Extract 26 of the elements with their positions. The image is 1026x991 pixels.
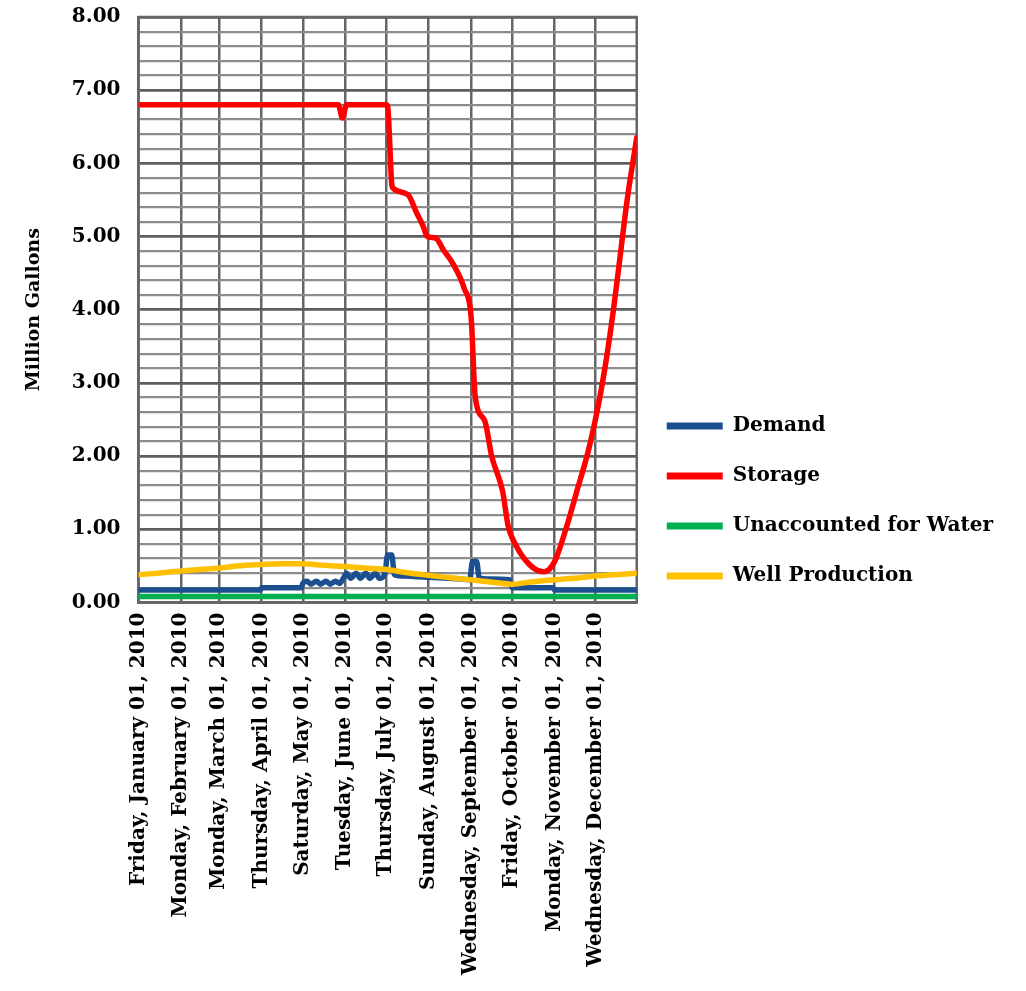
y-tick-label: 8.00 [71, 3, 121, 28]
y-tick-label: 5.00 [71, 222, 121, 247]
y-tick-label: 1.00 [71, 515, 121, 540]
x-tick-label: Monday, November 01, 2010 [540, 612, 565, 932]
x-tick-label: Saturday, May 01, 2010 [288, 612, 313, 876]
x-tick-label: Thursday, July 01, 2010 [372, 612, 397, 877]
x-tick-label: Monday, February 01, 2010 [167, 612, 192, 918]
legend-label: Storage [732, 462, 820, 487]
legend-label: Well Production [731, 562, 914, 587]
y-tick-label: 3.00 [71, 369, 121, 394]
x-tick-label: Thursday, April 01, 2010 [247, 612, 272, 889]
y-tick-label: 6.00 [71, 149, 121, 174]
y-tick-label: 4.00 [71, 295, 121, 320]
x-tick-label: Sunday, August 01, 2010 [414, 612, 439, 891]
legend-label: Unaccounted for Water [732, 512, 994, 537]
x-tick-label: Friday, January 01, 2010 [124, 612, 149, 887]
x-tick-label: Tuesday, June 01, 2010 [331, 612, 356, 871]
x-tick-label: Wednesday, September 01, 2010 [457, 612, 482, 977]
y-tick-label: 2.00 [71, 442, 121, 467]
x-tick-label: Friday, October 01, 2010 [498, 612, 523, 889]
y-tick-label: 0.00 [71, 588, 121, 613]
x-tick-label: Wednesday, December 01, 2010 [581, 612, 606, 968]
y-axis-title: Million Gallons [21, 228, 44, 392]
legend-label: Demand [732, 412, 826, 437]
x-tick-label: Monday, March 01, 2010 [205, 612, 230, 890]
y-tick-label: 7.00 [71, 76, 121, 101]
